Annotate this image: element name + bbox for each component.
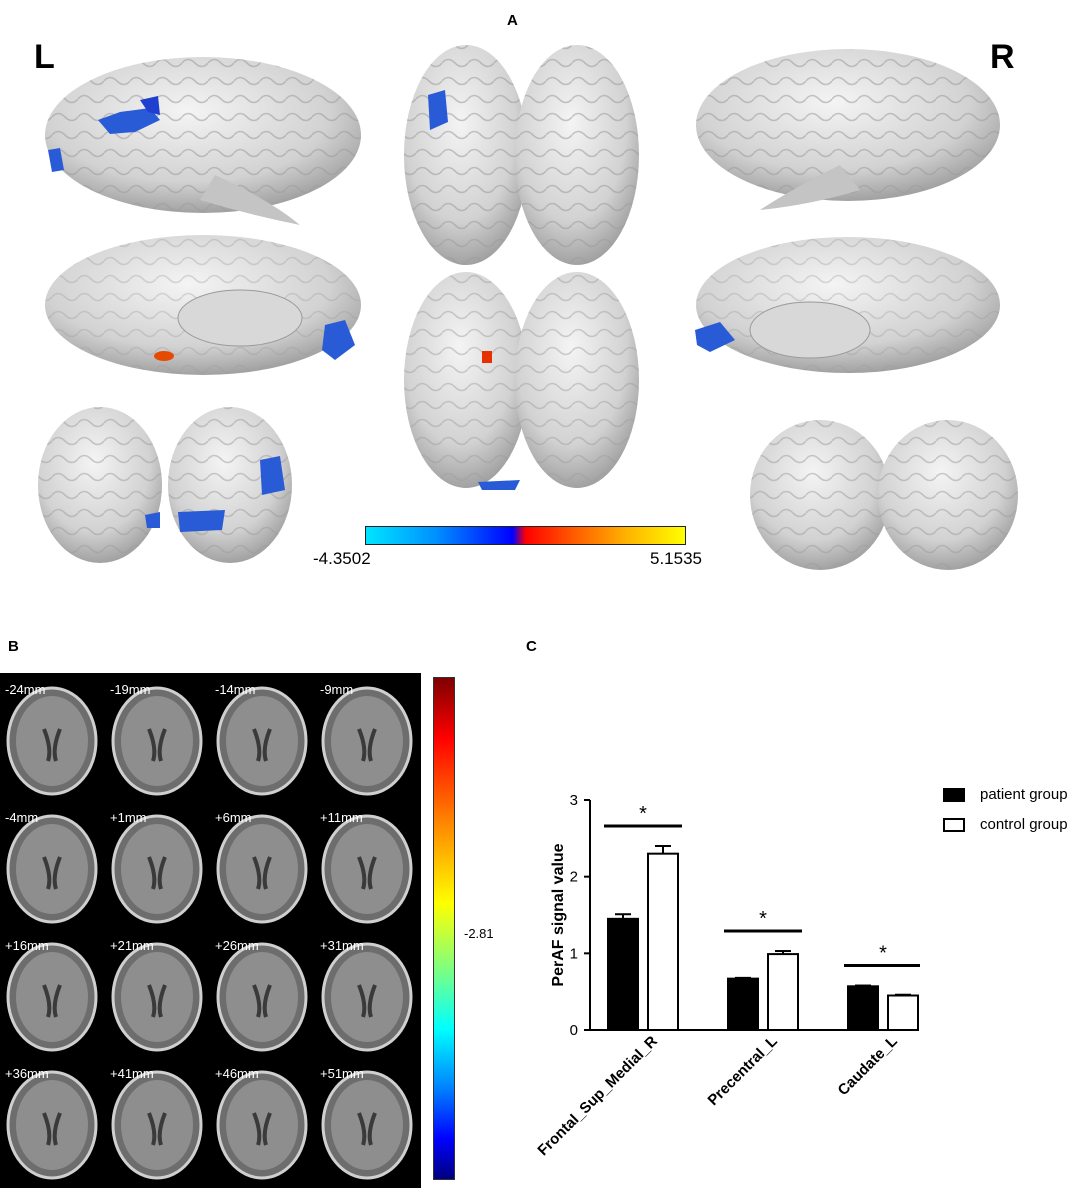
- significance-marker: *: [879, 943, 887, 965]
- left-hemisphere-label: L: [34, 38, 55, 76]
- bar: [647, 852, 679, 1031]
- colorbar-b-tick-label: -2.81: [464, 926, 494, 941]
- colorbar-b: [433, 677, 455, 1180]
- brain-renders: [38, 45, 1018, 570]
- slice-label: -9mm: [320, 682, 354, 697]
- legend-label-patient: patient group: [980, 786, 1068, 803]
- colorbar-a-max-label: 5.1535: [650, 549, 702, 568]
- panel-label-a: A: [507, 12, 518, 29]
- bar: [847, 985, 879, 1032]
- y-axis-label: PerAF signal value: [550, 843, 567, 986]
- brain-right-posterior: [750, 420, 1018, 570]
- axial-slice: +6mm: [214, 807, 310, 925]
- slice-label: -24mm: [5, 682, 46, 697]
- slice-label: -19mm: [110, 682, 151, 697]
- bar-chart: 0 1 2 3 PerAF signal value * Frontal_Sup_Media…: [534, 792, 920, 1159]
- bar: [767, 953, 799, 1032]
- slice-label: +6mm: [215, 810, 252, 825]
- brain-left-lateral: [45, 57, 361, 225]
- axial-slice: -9mm: [319, 679, 415, 797]
- colorbar-a: [365, 526, 686, 545]
- axial-slice: +1mm: [109, 807, 205, 925]
- significance-marker: *: [639, 803, 647, 825]
- axial-slice: +46mm: [214, 1063, 310, 1181]
- y-tick-label: 0: [570, 1022, 578, 1039]
- brain-left-medial: [45, 235, 361, 375]
- slice-label: +36mm: [5, 1066, 49, 1081]
- slice-label: +51mm: [320, 1066, 364, 1081]
- slice-label: +16mm: [5, 938, 49, 953]
- y-tick-label: 1: [570, 945, 578, 962]
- slice-label: +26mm: [215, 938, 259, 953]
- axial-slice: +31mm: [319, 935, 415, 1053]
- slice-label: -4mm: [5, 810, 39, 825]
- axial-slice: +16mm: [4, 935, 100, 1053]
- brain-right-lateral: [696, 49, 1000, 210]
- axial-slice: +11mm: [319, 807, 415, 925]
- brain-left-posterior: [38, 407, 292, 563]
- significance-marker: *: [759, 908, 767, 930]
- brain-right-medial: [695, 237, 1000, 373]
- bar: [887, 994, 919, 1031]
- panel-label-c: C: [526, 638, 537, 655]
- legend-swatch-control: [943, 818, 965, 832]
- right-hemisphere-label: R: [990, 38, 1015, 76]
- x-tick-label: Precentral_L: [705, 1033, 781, 1109]
- axial-slice: +36mm: [4, 1063, 100, 1181]
- legend-label-control: control group: [980, 816, 1068, 833]
- slice-label: +11mm: [320, 810, 363, 825]
- axial-slice-montage: -24mm -19mm -14mm -9mm -4mm +1mm +6mm +11mm +16m…: [0, 673, 421, 1188]
- brain-top-view: [404, 45, 639, 265]
- bar: [607, 917, 639, 1031]
- axial-slice: -19mm: [109, 679, 205, 797]
- x-tick-label: Frontal_Sup_Medial_R: [534, 1033, 660, 1159]
- slice-label: +1mm: [110, 810, 147, 825]
- bar: [727, 977, 759, 1031]
- y-tick-label: 2: [570, 869, 578, 886]
- axial-slice: -14mm: [214, 679, 310, 797]
- legend-swatch-patient: [943, 788, 965, 802]
- axial-slice: +51mm: [319, 1063, 415, 1181]
- axial-slice: -24mm: [4, 679, 100, 797]
- slice-label: +21mm: [110, 938, 154, 953]
- y-tick-label: 3: [570, 792, 578, 809]
- panel-label-b: B: [8, 638, 19, 655]
- axial-slice: +26mm: [214, 935, 310, 1053]
- x-tick-label: Caudate_L: [835, 1033, 901, 1099]
- axial-slice: +21mm: [109, 935, 205, 1053]
- slice-label: +46mm: [215, 1066, 259, 1081]
- slice-label: +31mm: [320, 938, 364, 953]
- colorbar-a-min-label: -4.3502: [313, 549, 371, 568]
- axial-slice: -4mm: [4, 807, 100, 925]
- brain-bottom-view: [404, 272, 639, 490]
- axial-slice: +41mm: [109, 1063, 205, 1181]
- slice-label: -14mm: [215, 682, 256, 697]
- slice-label: +41mm: [110, 1066, 154, 1081]
